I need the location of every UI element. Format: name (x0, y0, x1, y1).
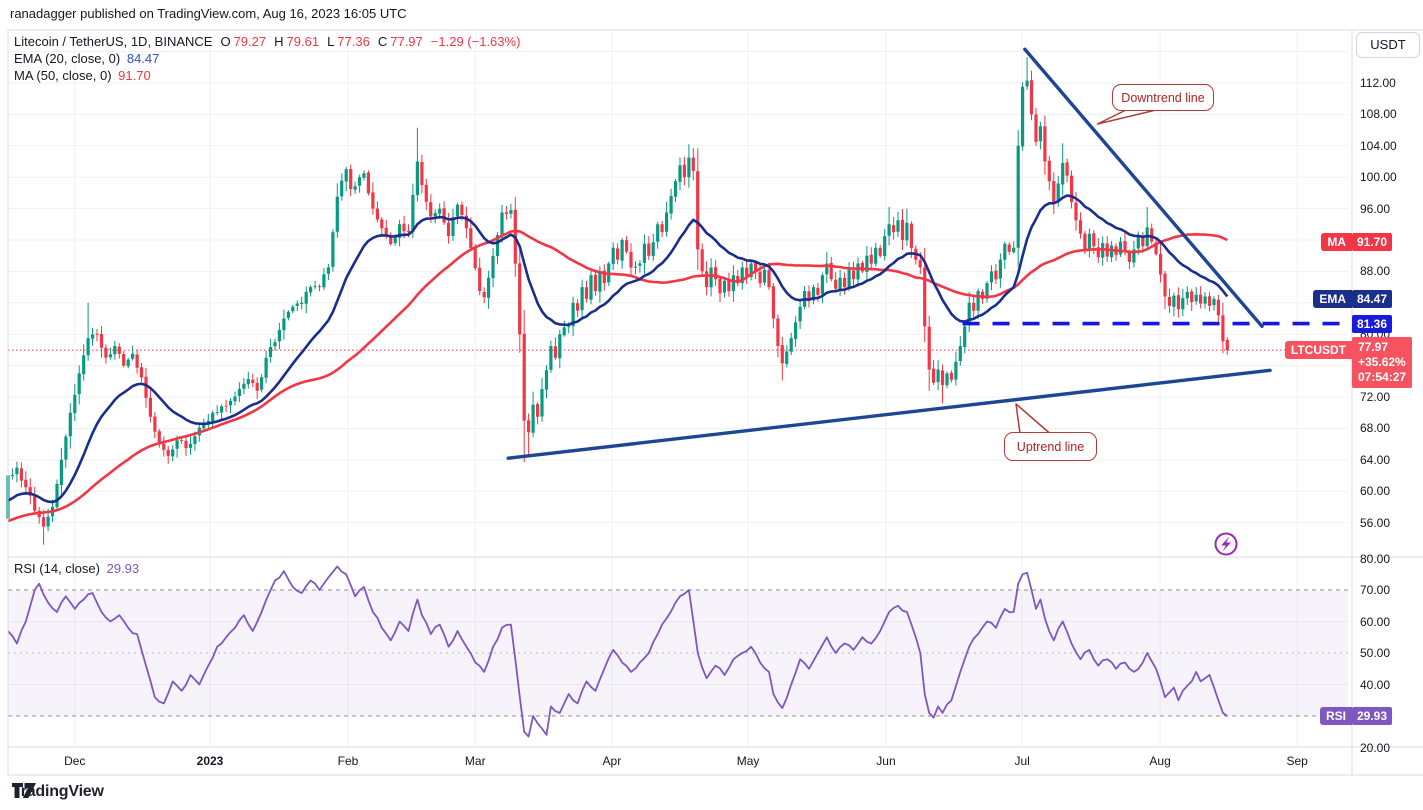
ma-label: MA (50, close, 0) (14, 68, 112, 83)
ema-line (7, 194, 1229, 504)
currency-toggle-button[interactable]: USDT (1356, 32, 1420, 58)
downtrend-callout-tail (1096, 108, 1159, 125)
rsi-line (7, 565, 1228, 738)
rsi-axis-label: 40.00 (1360, 677, 1391, 692)
uptrend-callout-text: Uptrend line (1016, 439, 1085, 454)
time-axis-label: May (736, 754, 760, 768)
symbol-title: Litecoin / TetherUS, 1D, BINANCE (14, 34, 213, 49)
time-axis-label: Apr (602, 754, 622, 768)
level-price-badge: 81.36 (1352, 314, 1393, 333)
ema-price-badge: 84.47 (1352, 290, 1393, 309)
time-axis-label: Mar (464, 754, 486, 768)
time-axis-label: Jun (876, 754, 896, 768)
rsi-axis-label: 80.00 (1360, 551, 1391, 566)
price-axis-label: 56.00 (1360, 515, 1391, 530)
ma-badge-tab: MA (1321, 233, 1352, 252)
uptrend-callout[interactable]: Uptrend line (1004, 432, 1097, 461)
time-axis-label: Aug (1149, 754, 1171, 768)
price-axis-label: 72.00 (1360, 390, 1391, 404)
time-axis-label: Feb (337, 754, 359, 768)
price-axis-label: 96.00 (1360, 201, 1391, 216)
price-axis-label: 68.00 (1360, 421, 1391, 436)
downtrend-line[interactable] (1023, 47, 1264, 329)
ma-value: 91.70 (118, 68, 151, 83)
price-axis-label: 112.00 (1360, 76, 1396, 90)
ema-legend-row[interactable]: EMA (20, close, 0) 84.47 (14, 51, 159, 66)
rsi-legend-row[interactable]: RSI (14, close) 29.93 (14, 561, 139, 576)
tradingview-brand-text: TradingView (12, 783, 104, 800)
ema-value: 84.47 (126, 51, 160, 66)
rsi-value: 29.93 (106, 561, 140, 576)
last-price-change: +35.62% (1358, 355, 1406, 370)
rsi-label: RSI (14, close) (14, 561, 100, 576)
open-label: O (220, 34, 231, 49)
rsi-axis-label: 60.00 (1360, 614, 1391, 629)
ma-line (7, 229, 1228, 523)
price-axis-label: 100.00 (1360, 170, 1397, 185)
ma-legend-row[interactable]: MA (50, close, 0) 91.70 (14, 68, 151, 83)
high-label: H (274, 34, 284, 49)
symbol-badge-tab: LTCUSDT (1284, 341, 1352, 360)
rsi-axis-label: 20.00 (1360, 740, 1391, 755)
rsi-axis-label: 50.00 (1360, 646, 1391, 660)
time-axis-label: Sep (1286, 754, 1308, 768)
price-axis-label: 104.00 (1360, 138, 1397, 153)
close-label: C (377, 34, 388, 49)
low-value: 77.36 (337, 34, 370, 49)
time-axis-label: Jul (1014, 754, 1030, 768)
open-value: 79.27 (233, 34, 267, 49)
price-axis-label: 60.00 (1360, 484, 1391, 499)
time-axis-label: 2023 (196, 754, 224, 768)
last-price-badge: 77.97 +35.62% 07:54:27 (1352, 337, 1413, 389)
change-value: −1.29 (−1.63%) (430, 34, 521, 49)
rsi-value-badge: 29.93 (1352, 707, 1393, 726)
uptrend-line[interactable] (506, 368, 1272, 460)
downtrend-callout[interactable]: Downtrend line (1112, 84, 1214, 111)
rsi-axis-label: 70.00 (1360, 583, 1391, 597)
lightning-bolt-glyph (1221, 536, 1231, 552)
rsi-badge-tab: RSI (1319, 707, 1352, 726)
downtrend-callout-text: Downtrend line (1121, 90, 1205, 105)
price-axis-label: 108.00 (1360, 107, 1397, 122)
high-value: 79.61 (286, 34, 320, 49)
close-value: 77.97 (390, 34, 423, 49)
ema-label: EMA (20, close, 0) (14, 51, 121, 66)
price-axis-label: 88.00 (1360, 264, 1391, 279)
tradingview-logo-icon (12, 783, 36, 798)
low-label: L (327, 34, 335, 49)
ma-price-badge: 91.70 (1352, 233, 1393, 252)
candle-countdown: 07:54:27 (1358, 370, 1407, 385)
uptrend-callout-tail (1015, 403, 1051, 435)
published-header: ranadagger published on TradingView.com,… (10, 6, 407, 21)
symbol-legend-row[interactable]: Litecoin / TetherUS, 1D, BINANCE O 79.27 H 7… (14, 34, 520, 49)
ema-badge-tab: EMA (1313, 290, 1352, 309)
time-axis-label: Dec (64, 754, 86, 768)
price-axis-label: 64.00 (1360, 452, 1391, 467)
tradingview-watermark[interactable]: TradingView (12, 783, 104, 801)
last-price-value: 77.97 (1358, 340, 1389, 355)
candle-wicks-up (7, 57, 1215, 535)
